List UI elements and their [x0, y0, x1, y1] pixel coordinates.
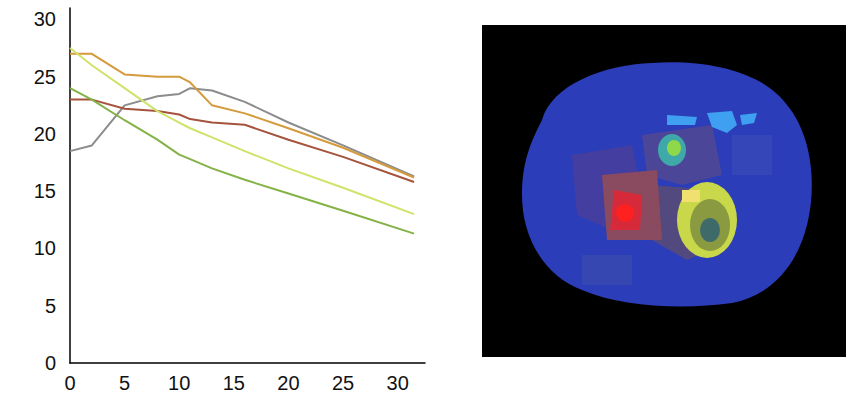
svg-text:25: 25	[332, 372, 354, 394]
svg-text:10: 10	[34, 237, 56, 259]
svg-text:20: 20	[34, 123, 56, 145]
svg-text:0: 0	[64, 372, 75, 394]
svg-text:15: 15	[223, 372, 245, 394]
svg-text:15: 15	[34, 180, 56, 202]
svg-text:30: 30	[34, 8, 56, 30]
svg-text:20: 20	[277, 372, 299, 394]
svg-text:5: 5	[119, 372, 130, 394]
svg-text:5: 5	[45, 295, 56, 317]
svg-text:25: 25	[34, 66, 56, 88]
svg-text:10: 10	[168, 372, 190, 394]
svg-text:30: 30	[387, 372, 409, 394]
svg-text:0: 0	[45, 352, 56, 374]
